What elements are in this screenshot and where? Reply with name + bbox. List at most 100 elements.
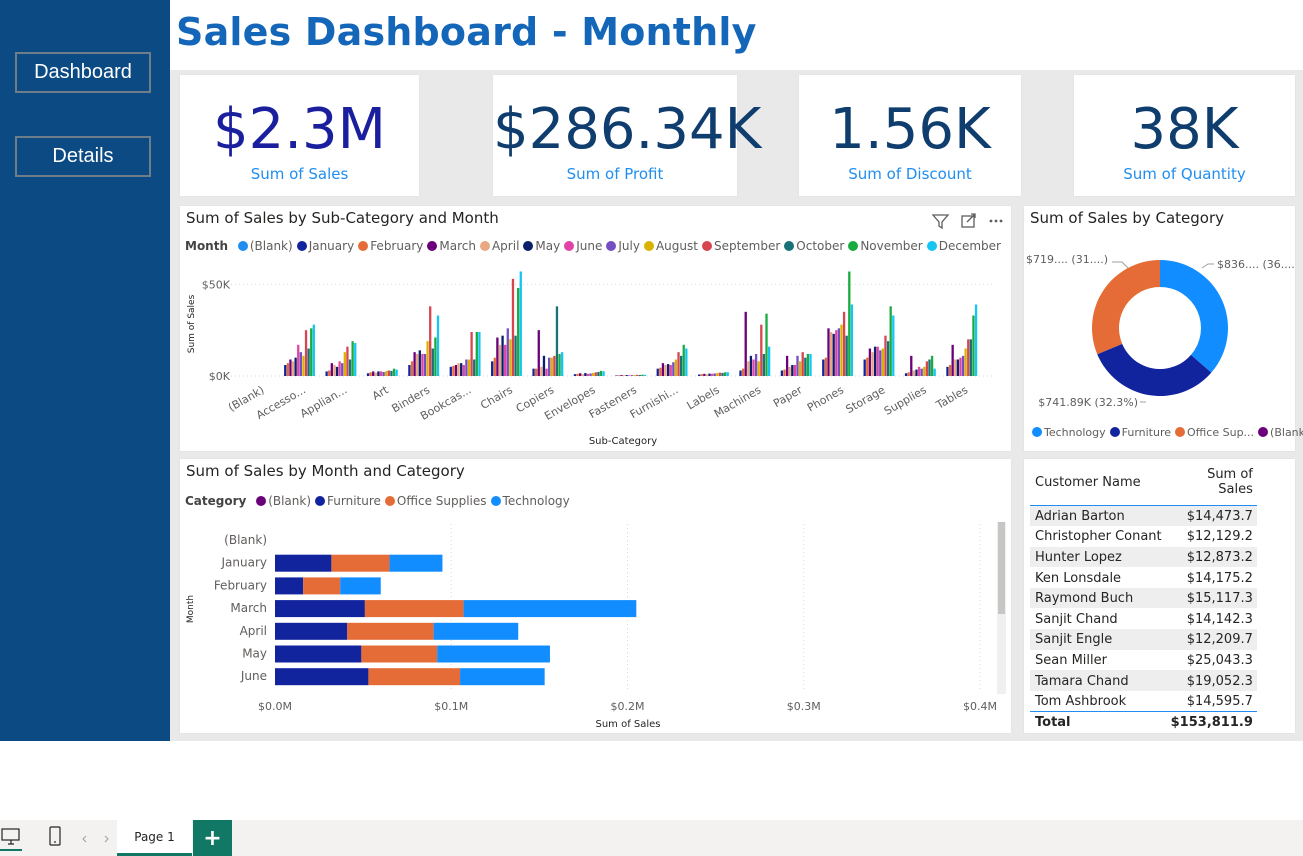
bar-machines-february[interactable]: [741, 368, 745, 376]
bar-copiers-november[interactable]: [558, 354, 561, 376]
bar-supplies-february[interactable]: [907, 372, 910, 376]
bar-chairs-february[interactable]: [493, 357, 496, 376]
bar-bookcas-november[interactable]: [475, 332, 478, 376]
bar-applian-december[interactable]: [354, 343, 357, 376]
bar-copiers-may[interactable]: [542, 355, 546, 376]
legend-item-january[interactable]: January: [296, 239, 354, 253]
bar-may-furniture[interactable]: [275, 645, 362, 663]
bar-phones-april[interactable]: [829, 332, 833, 376]
bar-storage-may[interactable]: [873, 346, 877, 376]
legend-item-august[interactable]: August: [643, 239, 698, 253]
bar-applian-march[interactable]: [330, 363, 333, 376]
legend-item-furniture[interactable]: Furniture: [1109, 426, 1171, 439]
table-row[interactable]: Ken Lonsdale $14,175.2: [1030, 567, 1257, 588]
bar-fasteners-october[interactable]: [638, 374, 641, 376]
bar-machines-october[interactable]: [762, 354, 766, 376]
bar-art-march[interactable]: [372, 371, 375, 376]
bar-art-january[interactable]: [366, 373, 370, 376]
bar-march-technology[interactable]: [463, 600, 637, 618]
filter-icon[interactable]: [931, 214, 950, 230]
bar-envelopes-september[interactable]: [594, 372, 597, 376]
bar-storage-february[interactable]: [866, 357, 869, 376]
legend-item-june[interactable]: June: [564, 239, 602, 253]
bar-chairs-december[interactable]: [519, 271, 522, 377]
bar-furnishi-november[interactable]: [682, 344, 685, 376]
bar-binders-january[interactable]: [408, 365, 411, 376]
bar-accesso-december[interactable]: [312, 324, 315, 376]
bar-furnishi-december[interactable]: [685, 348, 688, 377]
bar-envelopes-january[interactable]: [573, 374, 577, 376]
bar-supplies-november[interactable]: [930, 355, 934, 376]
bar-binders-august[interactable]: [426, 341, 429, 376]
bar-envelopes-october[interactable]: [597, 371, 600, 376]
bar-bookcas-december[interactable]: [478, 332, 481, 376]
bar-bookcas-october[interactable]: [473, 359, 476, 377]
bar-labels-january[interactable]: [697, 374, 701, 376]
bar-march-office-supplies[interactable]: [364, 600, 464, 618]
bar-furnishi-april[interactable]: [664, 365, 667, 376]
bar-supplies-october[interactable]: [928, 359, 931, 377]
kpi-card-sales[interactable]: $2.3M Sum of Sales: [180, 75, 419, 196]
bar-phones-march[interactable]: [827, 328, 830, 376]
bar-bookcas-september[interactable]: [470, 332, 473, 376]
legend-item-office-sup[interactable]: Office Sup...: [1175, 426, 1254, 439]
bar-furnishi-october[interactable]: [679, 355, 683, 376]
bar-copiers-september[interactable]: [553, 355, 556, 376]
bar-bookcas-may[interactable]: [460, 363, 463, 376]
bar-fasteners-july[interactable]: [630, 375, 634, 376]
bar-bookcas-august[interactable]: [467, 359, 471, 377]
bar-fasteners-may[interactable]: [625, 375, 628, 376]
legend-item-office-supplies[interactable]: Office Supplies: [384, 494, 487, 508]
bar-tables-march[interactable]: [951, 344, 954, 376]
legend-item-furniture[interactable]: Furniture: [315, 494, 381, 508]
bar-paper-december[interactable]: [809, 354, 812, 376]
bar-envelopes-june[interactable]: [586, 373, 590, 376]
more-options-icon[interactable]: [989, 219, 1003, 223]
bar-copiers-june[interactable]: [545, 368, 548, 376]
bar-accesso-june[interactable]: [297, 344, 300, 376]
bar-machines-july[interactable]: [754, 354, 758, 376]
bar-supplies-april[interactable]: [912, 370, 916, 377]
bar-fasteners-june[interactable]: [628, 375, 631, 376]
bar-paper-march[interactable]: [785, 355, 789, 376]
bar-machines-june[interactable]: [752, 359, 755, 377]
bar-paper-august[interactable]: [798, 361, 802, 376]
bar-chairs-september[interactable]: [511, 278, 515, 376]
bar-tables-february[interactable]: [948, 365, 952, 376]
bar-phones-december[interactable]: [850, 304, 854, 377]
bar-supplies-july[interactable]: [920, 368, 923, 376]
bar-art-may[interactable]: [377, 371, 380, 376]
bar-supplies-august[interactable]: [923, 366, 926, 376]
bar-fasteners-december[interactable]: [643, 374, 647, 376]
bar-labels-september[interactable]: [718, 372, 722, 376]
bar-accesso-august[interactable]: [302, 355, 305, 376]
bar-furnishi-february[interactable]: [659, 367, 662, 376]
bar-applian-november[interactable]: [351, 341, 354, 376]
bar-chairs-august[interactable]: [509, 339, 512, 376]
bar-art-february[interactable]: [369, 372, 372, 376]
bar-furnishi-june[interactable]: [669, 365, 672, 376]
bar-february-furniture[interactable]: [275, 577, 304, 595]
bar-envelopes-may[interactable]: [584, 373, 587, 376]
bar-phones-august[interactable]: [840, 324, 843, 376]
bar-envelopes-august[interactable]: [592, 372, 595, 376]
kpi-card-quantity[interactable]: 38K Sum of Quantity: [1074, 75, 1295, 196]
bar-binders-december[interactable]: [436, 315, 440, 377]
bar-accesso-february[interactable]: [286, 363, 289, 376]
bar-copiers-april[interactable]: [540, 366, 543, 376]
dashboard-nav-button[interactable]: Dashboard: [15, 52, 151, 93]
donut-slice-technology[interactable]: [1160, 260, 1228, 373]
bar-envelopes-april[interactable]: [581, 374, 584, 376]
legend-item-march[interactable]: March: [427, 239, 476, 253]
bar-bookcas-march[interactable]: [454, 365, 458, 376]
bar-tables-october[interactable]: [969, 339, 973, 376]
bar-art-april[interactable]: [374, 372, 377, 376]
bar-chairs-may[interactable]: [501, 335, 504, 376]
bar-may-office-supplies[interactable]: [361, 645, 438, 663]
legend-item-blank[interactable]: (Blank): [256, 494, 311, 508]
bar-bookcas-april[interactable]: [457, 363, 460, 376]
bar-applian-july[interactable]: [341, 363, 344, 376]
column-header-sales[interactable]: Sum of Sales: [1165, 459, 1257, 506]
bar-art-june[interactable]: [379, 371, 383, 376]
bar-phones-january[interactable]: [822, 359, 825, 377]
